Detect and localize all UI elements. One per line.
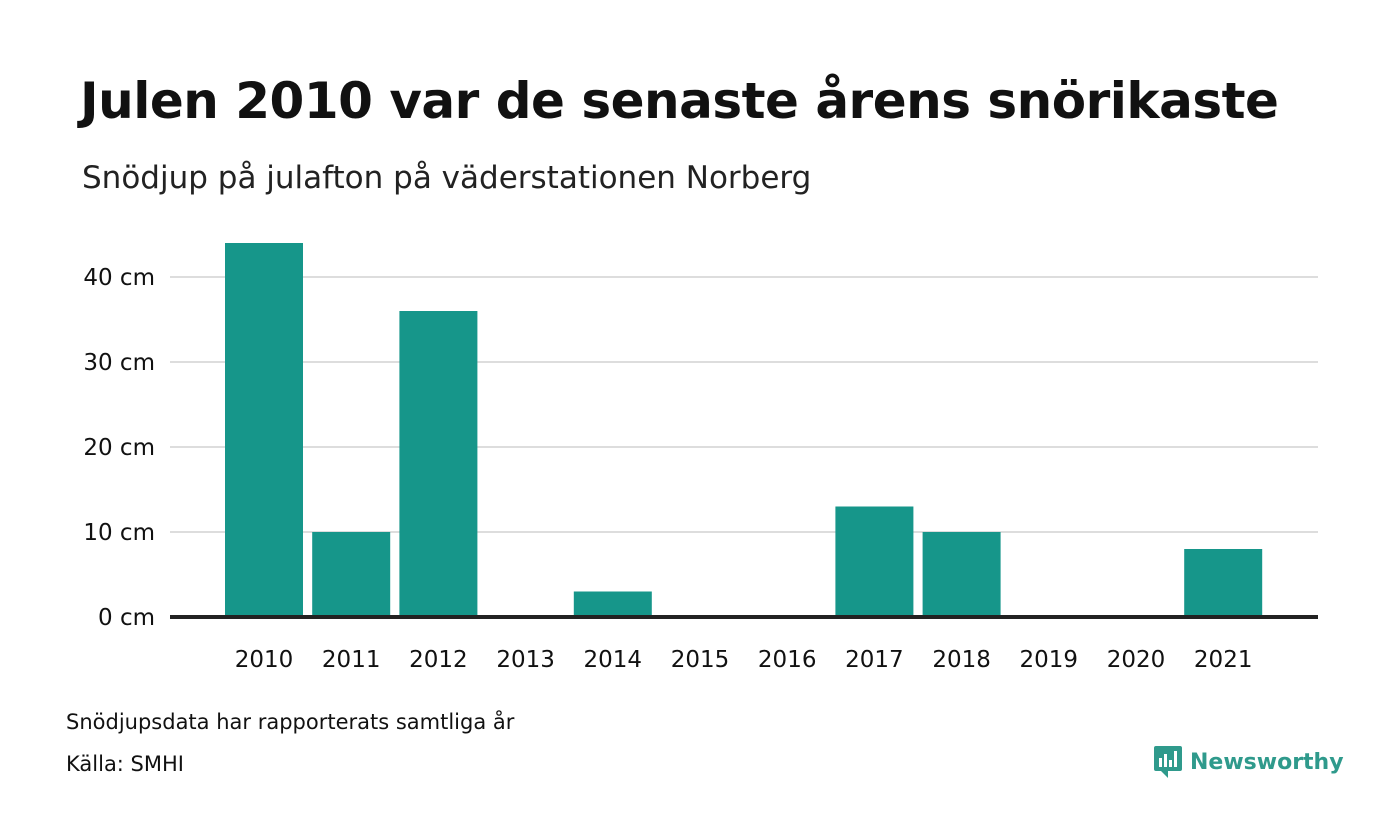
bar-2018	[922, 532, 1001, 617]
brand: Newsworthy	[1154, 746, 1344, 778]
y-tick-label: 40 cm	[83, 265, 155, 291]
chart-subtitle: Snödjup på julafton på väderstationen No…	[82, 160, 812, 196]
footnote: Snödjupsdata har rapporterats samtliga å…	[66, 710, 515, 734]
x-tick-label: 2018	[932, 647, 991, 673]
x-tick-label: 2010	[235, 647, 294, 673]
bar-2017	[835, 506, 914, 617]
x-tick-label: 2011	[322, 647, 381, 673]
x-tick-label: 2014	[584, 647, 643, 673]
y-tick-label: 0 cm	[98, 605, 155, 631]
bar-2010	[225, 243, 303, 617]
brand-name: Newsworthy	[1190, 749, 1344, 775]
x-axis: 2010 2011 2012 2013 2014 2015 2016 2017 2018 2019…	[170, 615, 1318, 673]
bar-2021	[1184, 549, 1263, 617]
bar-2014	[573, 591, 652, 617]
x-tick-label: 2016	[758, 647, 817, 673]
y-tick-label: 30 cm	[83, 350, 155, 376]
bars	[225, 243, 1263, 617]
x-tick-label: 2019	[1020, 647, 1079, 673]
y-tick-label: 20 cm	[83, 435, 155, 461]
x-tick-label: 2017	[845, 647, 904, 673]
grid-lines	[170, 276, 1318, 533]
y-tick-label: 10 cm	[83, 520, 155, 546]
y-axis: 0 cm 10 cm 20 cm 30 cm 40 cm	[83, 265, 155, 631]
x-tick-label: 2013	[496, 647, 555, 673]
x-tick-label: 2021	[1194, 647, 1253, 673]
newsworthy-logo-icon	[1154, 746, 1182, 778]
x-tick-label: 2012	[409, 647, 468, 673]
bar-2011	[312, 532, 391, 617]
source-note: Källa: SMHI	[66, 752, 184, 776]
chart-title: Julen 2010 var de senaste årens snörikas…	[80, 72, 1279, 130]
x-tick-label: 2020	[1107, 647, 1166, 673]
bar-2012	[399, 311, 478, 617]
x-tick-label: 2015	[671, 647, 730, 673]
